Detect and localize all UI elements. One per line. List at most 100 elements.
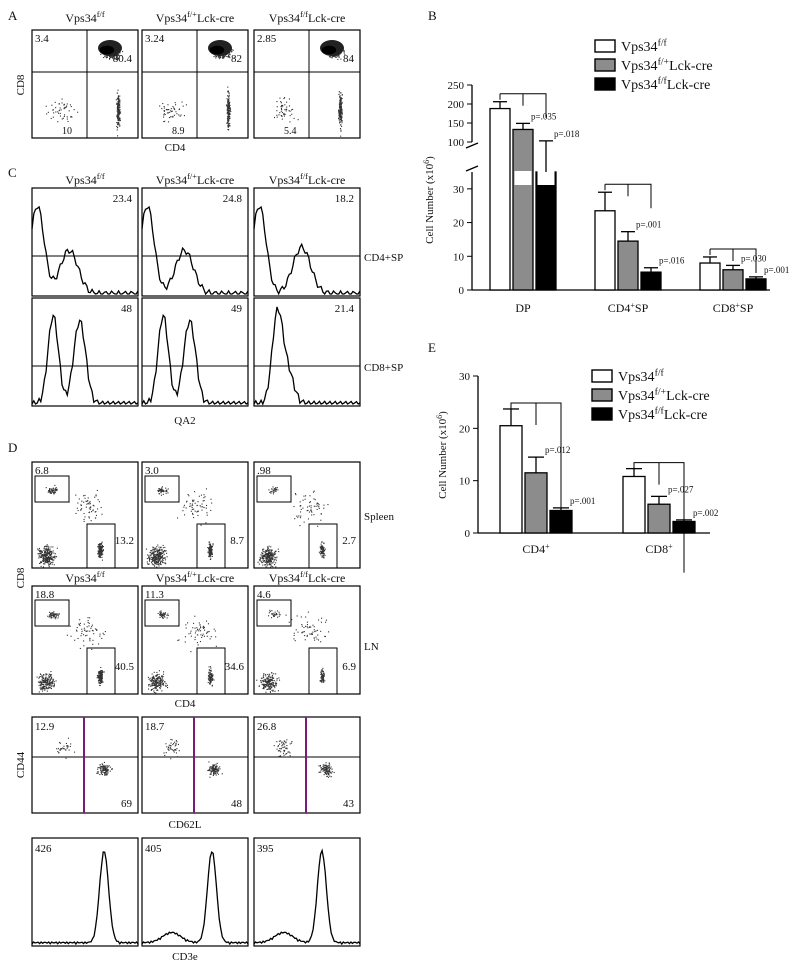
event-dot xyxy=(279,748,281,750)
panel-c-percent-value: 21.4 xyxy=(335,303,355,315)
event-dot xyxy=(300,508,302,510)
event-dot xyxy=(321,676,323,678)
event-dot xyxy=(80,509,82,511)
event-dot xyxy=(186,501,188,503)
event-dot xyxy=(331,57,333,59)
event-dot xyxy=(209,546,211,548)
event-dot xyxy=(171,739,173,741)
event-dot xyxy=(167,613,169,615)
event-dot xyxy=(58,613,60,615)
event-dot xyxy=(289,115,291,117)
event-dot xyxy=(118,111,120,113)
event-dot xyxy=(55,555,57,557)
event-dot xyxy=(211,673,213,675)
event-dot xyxy=(100,675,102,677)
event-dot xyxy=(174,749,176,751)
event-dot xyxy=(269,555,271,557)
event-dot xyxy=(102,765,104,767)
event-dot xyxy=(47,549,49,551)
event-dot xyxy=(210,554,212,556)
event-dot xyxy=(118,106,120,108)
event-dot xyxy=(211,553,213,555)
event-dot xyxy=(147,676,149,678)
event-dot xyxy=(323,767,325,769)
event-dot xyxy=(271,565,273,567)
event-dot xyxy=(269,555,271,557)
event-dot xyxy=(100,672,102,674)
event-dot xyxy=(51,612,53,614)
event-dot xyxy=(328,770,330,772)
event-dot xyxy=(313,626,315,628)
category-superscript: + xyxy=(735,301,740,310)
event-dot xyxy=(163,121,165,123)
event-dot xyxy=(153,564,155,566)
event-dot xyxy=(316,503,318,505)
event-dot xyxy=(48,678,50,680)
event-dot xyxy=(232,49,234,51)
event-dot xyxy=(152,548,154,550)
panel-d-spleen-cd4-gate xyxy=(308,523,338,569)
panel-d-ln-bg-events xyxy=(177,615,217,653)
event-dot xyxy=(105,774,107,776)
ylabel-exponent: 6 xyxy=(435,415,444,419)
event-dot xyxy=(203,626,205,628)
event-dot xyxy=(38,547,40,549)
event-dot xyxy=(41,550,43,552)
event-dot xyxy=(324,772,326,774)
event-dot xyxy=(39,562,41,564)
panel-d-spleen-lr-value: 13.2 xyxy=(115,535,134,547)
event-dot xyxy=(185,627,187,629)
event-dot xyxy=(229,122,231,124)
event-dot xyxy=(161,486,163,488)
event-dot xyxy=(227,91,229,93)
event-dot xyxy=(157,682,159,684)
event-dot xyxy=(92,630,94,632)
event-dot xyxy=(50,562,52,564)
event-dot xyxy=(228,104,230,106)
event-dot xyxy=(323,557,325,559)
panel-c-genotype-label: Vps34f/fLck-cre xyxy=(269,172,346,187)
event-dot xyxy=(51,676,53,678)
event-dot xyxy=(52,490,54,492)
event-dot xyxy=(314,639,316,641)
panel-d-spleen-label: Spleen xyxy=(364,511,394,523)
event-dot xyxy=(208,675,210,677)
event-dot xyxy=(263,687,265,689)
panel-b-legend-swatch xyxy=(594,77,616,91)
event-dot xyxy=(339,107,341,109)
event-dot xyxy=(199,505,201,507)
event-dot xyxy=(119,118,121,120)
event-dot xyxy=(322,546,324,548)
event-dot xyxy=(49,550,51,552)
event-dot xyxy=(101,513,103,515)
event-dot xyxy=(269,609,271,611)
event-dot xyxy=(55,107,57,109)
event-dot xyxy=(161,552,163,554)
event-dot xyxy=(321,551,323,553)
panel-b-ytick-label: 10 xyxy=(453,251,465,263)
event-dot xyxy=(211,549,213,551)
panel-c-genotype-label: Vps34f/+Lck-cre xyxy=(156,172,235,187)
event-dot xyxy=(327,766,329,768)
event-dot xyxy=(111,56,113,58)
event-dot xyxy=(99,633,101,635)
event-dot xyxy=(155,548,157,550)
event-dot xyxy=(266,562,268,564)
event-dot xyxy=(55,488,57,490)
event-dot xyxy=(163,106,165,108)
event-dot xyxy=(98,552,100,554)
event-dot xyxy=(163,614,165,616)
event-dot xyxy=(173,751,175,753)
event-dot xyxy=(227,100,229,102)
event-dot xyxy=(262,683,264,685)
event-dot xyxy=(46,553,48,555)
event-dot xyxy=(153,554,155,556)
event-dot xyxy=(46,559,48,561)
event-dot xyxy=(262,553,264,555)
panel-d-ln-dn-events xyxy=(147,670,169,694)
event-dot xyxy=(272,685,274,687)
event-dot xyxy=(117,56,119,58)
event-dot xyxy=(332,55,334,57)
event-dot xyxy=(69,745,71,747)
event-dot xyxy=(149,551,151,553)
